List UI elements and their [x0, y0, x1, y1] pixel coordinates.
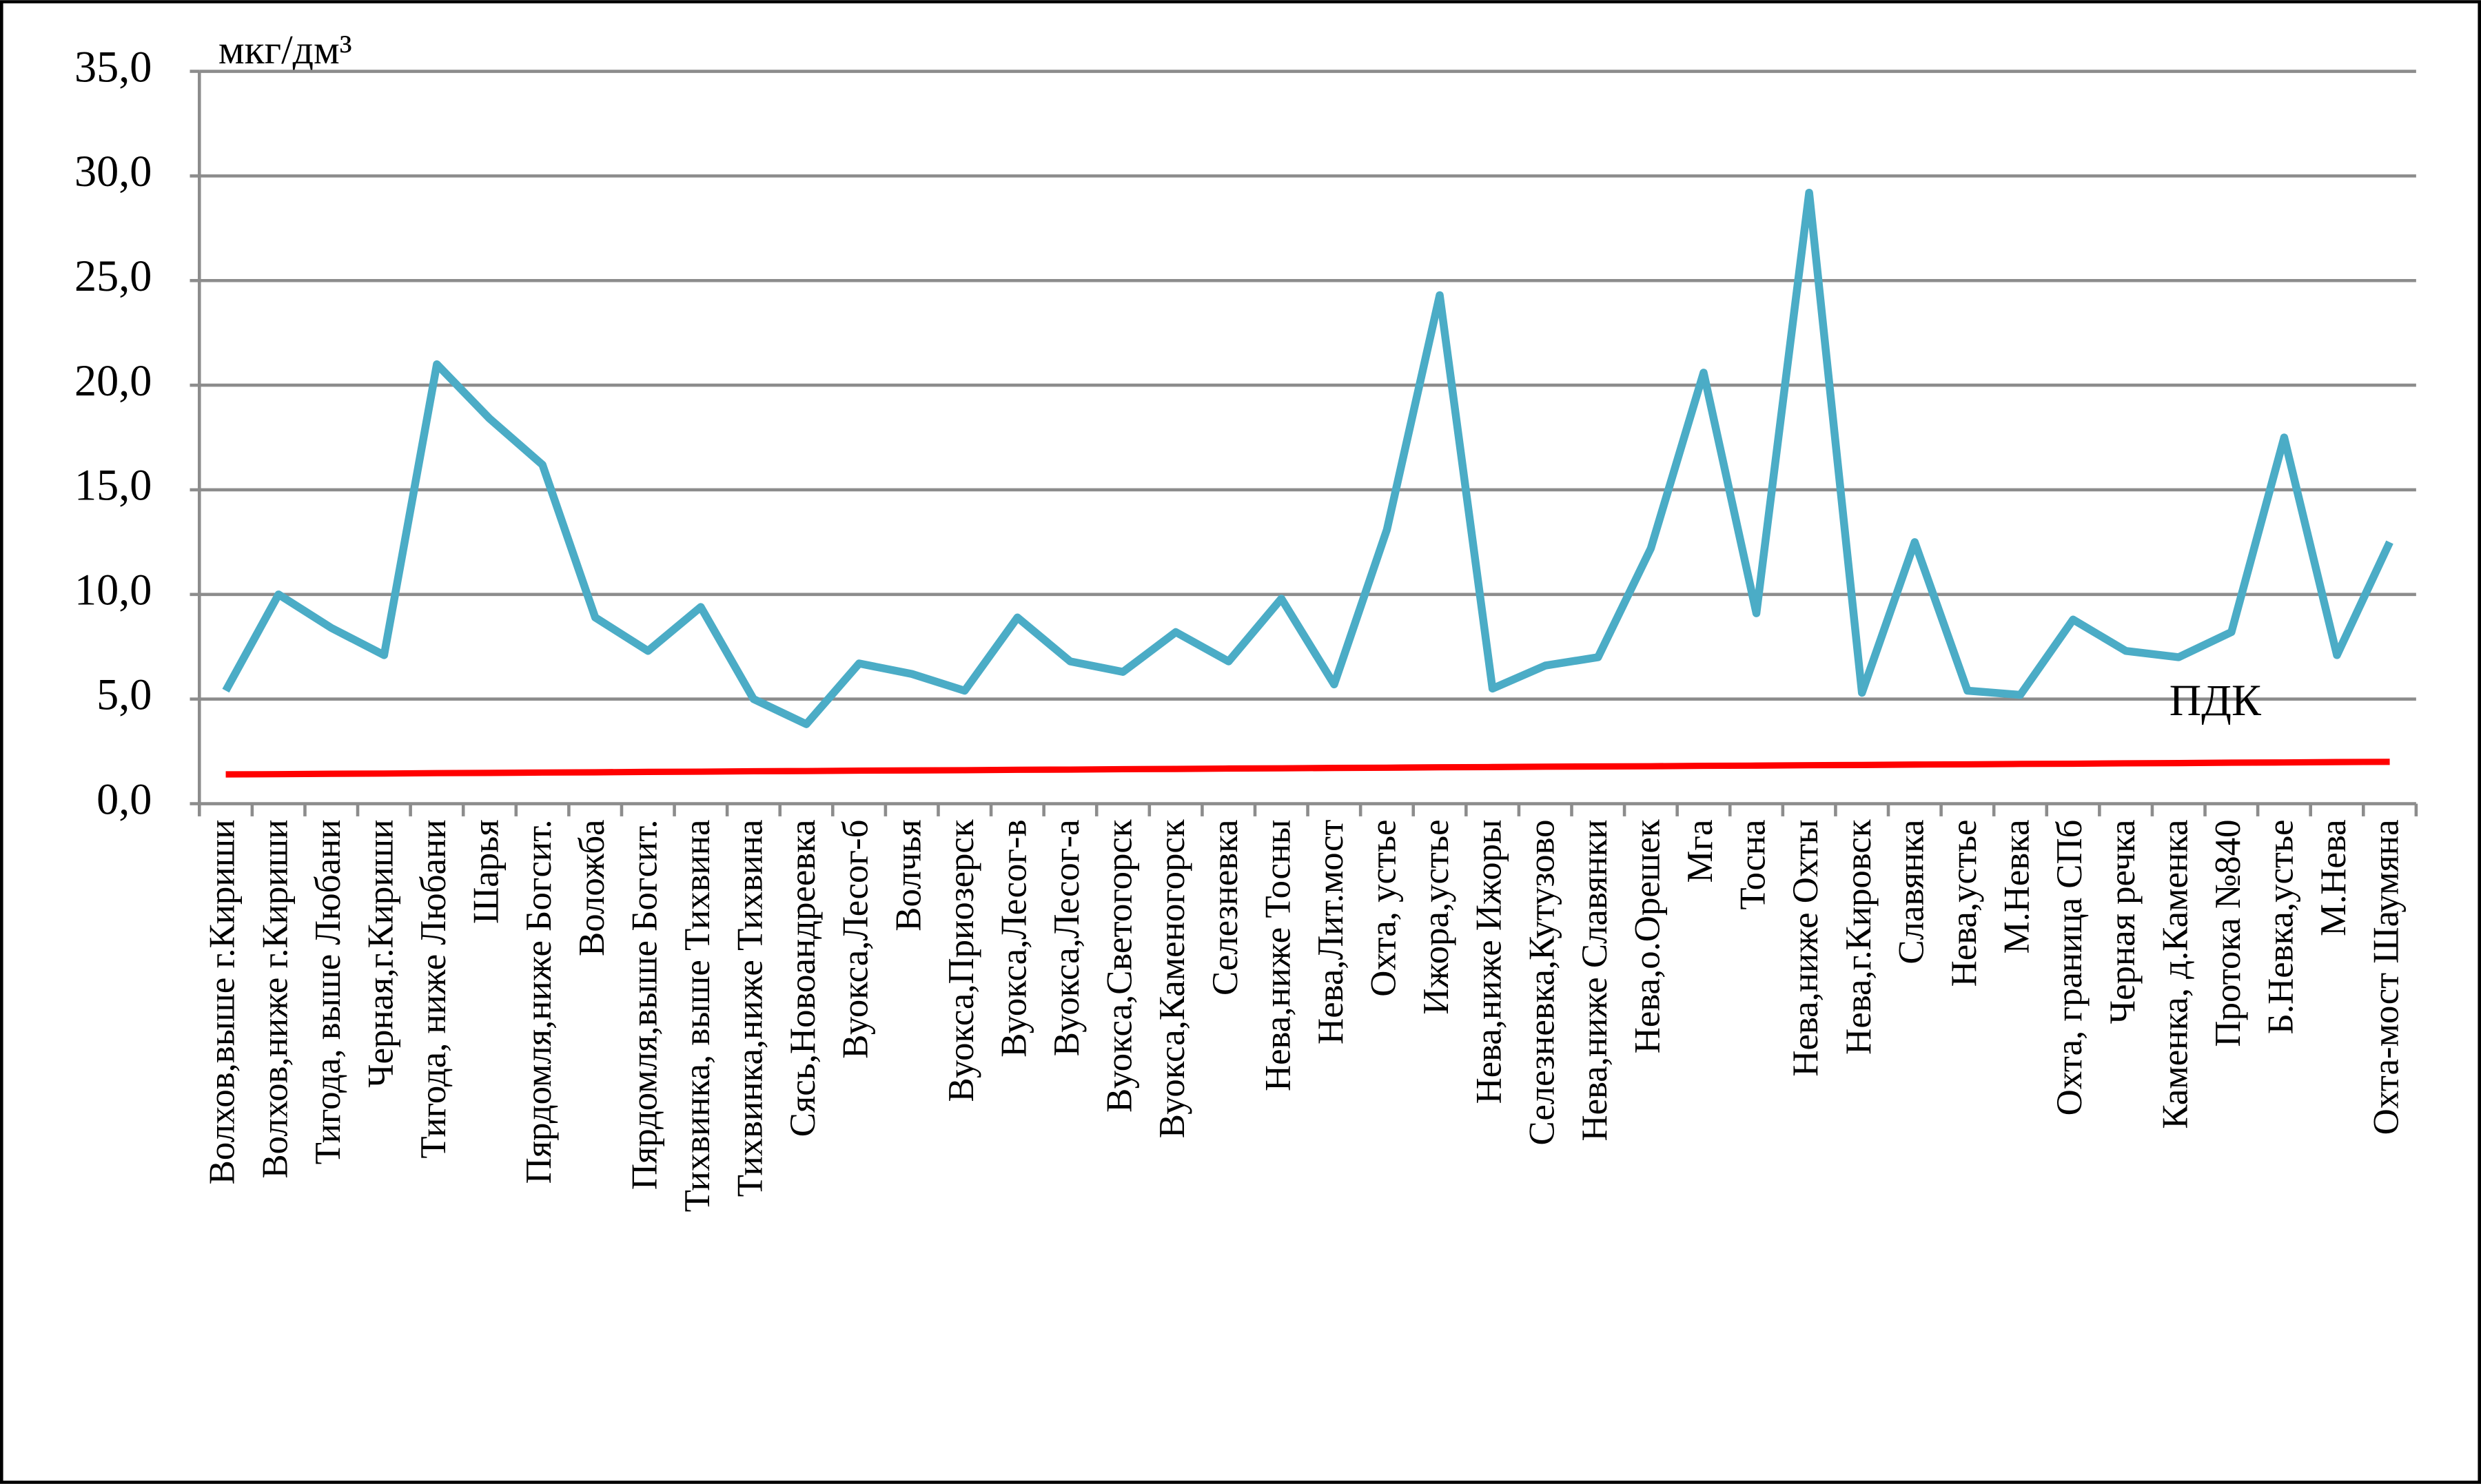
y-tick-label: 5,0 [96, 670, 152, 719]
x-tick-label: Шарья [467, 820, 507, 924]
x-tick-label: Волхов,ниже г.Кириши [255, 820, 295, 1179]
x-tick-label: Нева,о.Орешек [1627, 819, 1667, 1053]
x-tick-label: Вуокса,Лесог-б [836, 820, 876, 1059]
x-tick-label: Вуокса,Каменогорск [1152, 819, 1192, 1138]
x-tick-label: Мга [1680, 820, 1720, 883]
x-tick-label: Вуокса,Светогорск [1100, 819, 1140, 1113]
x-tick-label: Вуокса,Приозерск [941, 819, 981, 1102]
y-tick-label: 0,0 [96, 774, 152, 823]
x-tick-label: Охта, граница СПб [2050, 820, 2090, 1116]
x-tick-label: Сясь,Новоандреевка [783, 820, 823, 1137]
x-tick-label: Пярдомля,выше Богсит. [624, 820, 664, 1191]
x-tick-label: Нева,устье [1944, 820, 1984, 987]
x-tick-label: Нева,ниже Ижоры [1469, 820, 1509, 1104]
y-tick-label: 15,0 [74, 461, 152, 510]
x-tick-label: Селезневка [1205, 820, 1245, 996]
x-tick-label: Ижора,устье [1416, 820, 1456, 1015]
x-tick-label: Пярдомля,ниже Богсит. [519, 820, 559, 1184]
x-tick-label: Тихвинка, выше Тихвина [677, 820, 717, 1213]
x-tick-label: Вуокса,Лесог-а [1047, 820, 1087, 1057]
x-tick-label: М.Нева [2314, 820, 2354, 936]
x-tick-label: Вуокса,Лесог-в [994, 820, 1034, 1058]
x-tick-label: Селезневка,Кутузово [1522, 820, 1562, 1146]
data-line [222, 188, 2393, 728]
x-tick-label: Черная речка [2103, 820, 2143, 1024]
y-tick-label: 30,0 [74, 147, 152, 196]
y-tick-label: 10,0 [74, 566, 152, 615]
y-tick-label: 25,0 [74, 251, 152, 300]
y-tick-label: 20,0 [74, 356, 152, 405]
x-tick-label: Тихвинка,ниже Тихвина [731, 820, 770, 1197]
x-tick-label: Волчья [888, 820, 928, 931]
data-line [225, 759, 2390, 778]
x-tick-label: Воложба [572, 820, 612, 956]
x-tick-label: Охта-мост Шаумяна [2367, 820, 2407, 1135]
y-axis-label: мкг/дм³ [218, 27, 352, 72]
x-tick-label: Тосна [1733, 820, 1773, 910]
x-tick-label: Волхов,выше г.Кириши [203, 820, 243, 1185]
x-tick-label: Тигода, выше Любани [308, 820, 348, 1165]
x-tick-label: М.Невка [1997, 820, 2037, 954]
x-tick-label: Каменка, д.Каменка [2155, 820, 2195, 1129]
x-tick-label: Нева,г.Кировск [1839, 819, 1879, 1055]
x-tick-label: Нева,ниже Славянки [1575, 820, 1615, 1142]
x-tick-label: Протока №840 [2208, 820, 2248, 1047]
x-tick-label: Черная,г.Кириши [360, 820, 400, 1088]
x-tick-label: Нева,ниже Охты [1786, 820, 1826, 1077]
x-tick-label: Тигода, ниже Любани [414, 820, 453, 1159]
x-tick-label: Славянка [1891, 820, 1931, 965]
x-tick-label: Нева,Лит.мост [1311, 820, 1351, 1044]
x-tick-label: Б.Невка,устье [2261, 820, 2301, 1035]
y-tick-label: 35,0 [74, 42, 152, 91]
x-tick-label: Охта, устье [1364, 820, 1404, 997]
x-tick-label: Нева,ниже Тосны [1258, 820, 1298, 1092]
series-label: ПДК [2169, 676, 2262, 725]
